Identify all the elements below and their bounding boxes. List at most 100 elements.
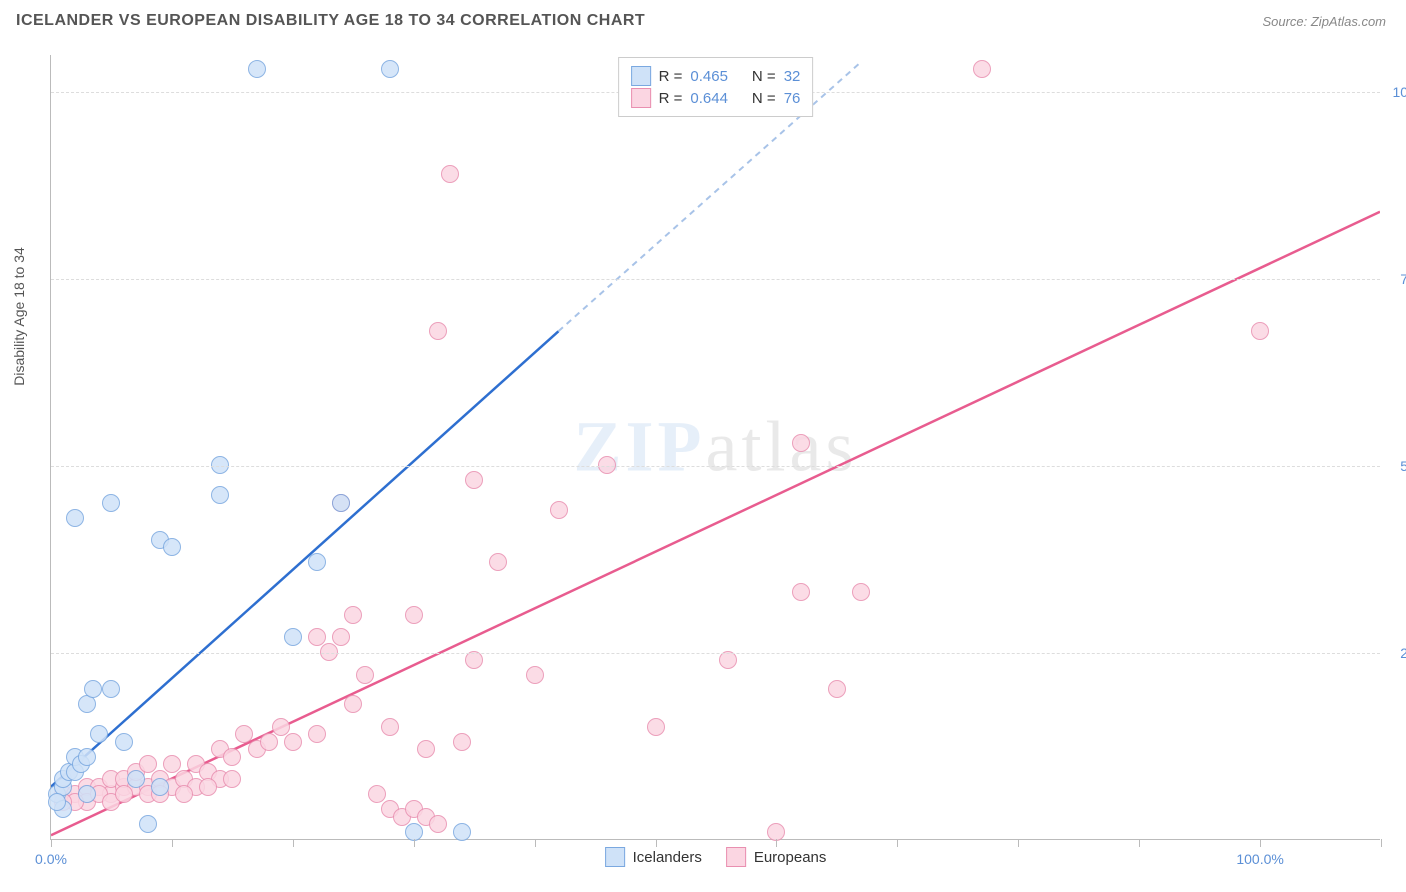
scatter-point-europeans <box>175 785 193 803</box>
scatter-point-icelanders <box>284 628 302 646</box>
scatter-point-icelanders <box>248 60 266 78</box>
watermark-zip: ZIP <box>574 407 706 487</box>
scatter-point-europeans <box>973 60 991 78</box>
n-value-icelanders: 32 <box>784 68 801 85</box>
scatter-point-icelanders <box>102 680 120 698</box>
scatter-point-icelanders <box>48 793 66 811</box>
scatter-point-icelanders <box>332 494 350 512</box>
scatter-point-europeans <box>1251 322 1269 340</box>
y-tick-label: 75.0% <box>1400 271 1406 287</box>
r-label: R = <box>659 68 683 85</box>
scatter-point-europeans <box>647 718 665 736</box>
scatter-point-europeans <box>356 666 374 684</box>
r-value-icelanders: 0.465 <box>690 68 728 85</box>
scatter-point-europeans <box>308 725 326 743</box>
scatter-point-europeans <box>284 733 302 751</box>
x-tick <box>172 839 173 847</box>
scatter-point-europeans <box>405 606 423 624</box>
r-label: R = <box>659 90 683 107</box>
x-tick <box>51 839 52 847</box>
x-tick <box>656 839 657 847</box>
scatter-point-europeans <box>332 628 350 646</box>
x-tick <box>776 839 777 847</box>
scatter-point-europeans <box>260 733 278 751</box>
scatter-point-icelanders <box>115 733 133 751</box>
legend-stats-row-icelanders: R = 0.465 N = 32 <box>631 66 801 86</box>
n-label: N = <box>752 90 776 107</box>
x-tick <box>1260 839 1261 847</box>
legend-stats-row-europeans: R = 0.644 N = 76 <box>631 88 801 108</box>
scatter-point-icelanders <box>78 785 96 803</box>
legend-item-icelanders: Icelanders <box>605 847 702 867</box>
scatter-point-europeans <box>852 583 870 601</box>
x-tick-label: 0.0% <box>35 851 67 867</box>
watermark: ZIPatlas <box>574 406 858 489</box>
scatter-point-europeans <box>223 770 241 788</box>
scatter-point-europeans <box>223 748 241 766</box>
grid-line <box>51 653 1380 654</box>
swatch-europeans-icon <box>631 88 651 108</box>
scatter-point-europeans <box>441 165 459 183</box>
scatter-point-icelanders <box>84 680 102 698</box>
legend-series: Icelanders Europeans <box>605 847 827 867</box>
x-tick <box>1381 839 1382 847</box>
scatter-point-europeans <box>828 680 846 698</box>
grid-line <box>51 466 1380 467</box>
scatter-point-europeans <box>139 755 157 773</box>
scatter-point-icelanders <box>308 553 326 571</box>
y-tick-label: 25.0% <box>1400 645 1406 661</box>
scatter-point-icelanders <box>381 60 399 78</box>
scatter-point-europeans <box>429 322 447 340</box>
scatter-point-icelanders <box>127 770 145 788</box>
legend-stats: R = 0.465 N = 32 R = 0.644 N = 76 <box>618 57 814 117</box>
scatter-point-icelanders <box>151 778 169 796</box>
scatter-point-europeans <box>489 553 507 571</box>
x-tick-label: 100.0% <box>1236 851 1283 867</box>
x-tick <box>293 839 294 847</box>
n-label: N = <box>752 68 776 85</box>
scatter-point-europeans <box>115 785 133 803</box>
scatter-point-europeans <box>368 785 386 803</box>
scatter-point-europeans <box>792 583 810 601</box>
x-tick <box>897 839 898 847</box>
source-label: Source: ZipAtlas.com <box>1262 14 1386 29</box>
scatter-point-icelanders <box>139 815 157 833</box>
chart-title: ICELANDER VS EUROPEAN DISABILITY AGE 18 … <box>16 12 645 30</box>
legend-label-icelanders: Icelanders <box>633 849 702 866</box>
r-value-europeans: 0.644 <box>690 90 728 107</box>
y-tick-label: 50.0% <box>1400 458 1406 474</box>
scatter-point-icelanders <box>102 494 120 512</box>
swatch-icelanders-icon <box>631 66 651 86</box>
y-axis-title: Disability Age 18 to 34 <box>11 247 27 386</box>
scatter-point-icelanders <box>66 509 84 527</box>
scatter-point-icelanders <box>453 823 471 841</box>
scatter-point-europeans <box>163 755 181 773</box>
scatter-point-europeans <box>453 733 471 751</box>
scatter-point-icelanders <box>163 538 181 556</box>
scatter-point-icelanders <box>78 748 96 766</box>
n-value-europeans: 76 <box>784 90 801 107</box>
scatter-point-europeans <box>344 695 362 713</box>
scatter-point-icelanders <box>90 725 108 743</box>
y-tick-label: 100.0% <box>1393 84 1406 100</box>
x-tick <box>535 839 536 847</box>
x-tick <box>1139 839 1140 847</box>
scatter-point-europeans <box>272 718 290 736</box>
scatter-point-europeans <box>792 434 810 452</box>
grid-line <box>51 279 1380 280</box>
scatter-point-europeans <box>344 606 362 624</box>
swatch-europeans-icon <box>726 847 746 867</box>
trend-lines <box>51 55 1380 839</box>
scatter-point-europeans <box>199 778 217 796</box>
legend-item-europeans: Europeans <box>726 847 827 867</box>
scatter-point-europeans <box>429 815 447 833</box>
scatter-point-europeans <box>767 823 785 841</box>
x-tick <box>414 839 415 847</box>
scatter-point-europeans <box>465 471 483 489</box>
scatter-point-europeans <box>417 740 435 758</box>
scatter-point-europeans <box>550 501 568 519</box>
legend-label-europeans: Europeans <box>754 849 827 866</box>
scatter-point-europeans <box>526 666 544 684</box>
scatter-point-europeans <box>308 628 326 646</box>
x-tick <box>1018 839 1019 847</box>
